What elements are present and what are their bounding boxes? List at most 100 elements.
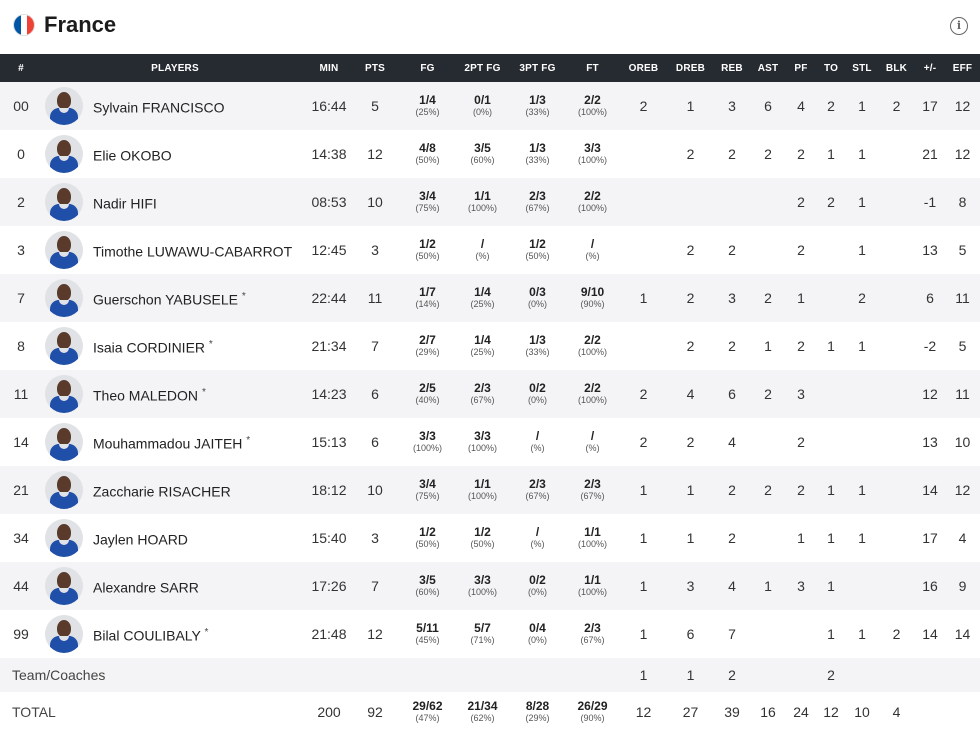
- player-cell[interactable]: Timothe LUWAWU-CABARROT: [42, 226, 308, 274]
- jersey-number: 2: [17, 194, 25, 210]
- column-header[interactable]: +/-: [923, 62, 937, 74]
- jersey-number: 7: [17, 290, 25, 306]
- player-name[interactable]: Jaylen HOARD: [93, 531, 188, 548]
- player-name-block[interactable]: Mouhammadou JAITEH *: [93, 432, 250, 453]
- column-header[interactable]: REB: [721, 62, 743, 74]
- column-header[interactable]: FT: [586, 62, 599, 74]
- player-row[interactable]: 99 Bilal COULIBALY * 21:48 12 5/11 (45%) 5/7 (7…: [0, 610, 980, 658]
- player-name[interactable]: Mouhammadou JAITEH: [93, 435, 243, 452]
- player-name-block[interactable]: Bilal COULIBALY *: [93, 624, 208, 645]
- column-header[interactable]: OREB: [628, 62, 659, 74]
- player-name[interactable]: Bilal COULIBALY: [93, 627, 201, 644]
- two-point-fg-percentage: (%): [475, 251, 490, 261]
- player-cell[interactable]: Isaia CORDINIER *: [42, 322, 308, 370]
- player-row[interactable]: 7 Guerschon YABUSELE * 22:44 11 1/7 (14%) 1/4(…: [0, 274, 980, 322]
- field-goals-percentage: (75%): [415, 491, 440, 501]
- player-name[interactable]: Sylvain FRANCISCO: [93, 99, 225, 116]
- player-cell[interactable]: Mouhammadou JAITEH *: [42, 418, 308, 466]
- player-cell[interactable]: Alexandre SARR: [42, 562, 308, 610]
- stat-to: 2: [827, 194, 835, 210]
- field-goals-percentage: (45%): [415, 635, 440, 645]
- player-name[interactable]: Theo MALEDON: [93, 387, 199, 404]
- three-point-fg-made-attempted: 2/3: [529, 477, 546, 491]
- minutes: 14:38: [311, 146, 347, 162]
- player-row[interactable]: 00 Sylvain FRANCISCO 16:44 5 1/4 (25%) 0/1 (0%…: [0, 82, 980, 130]
- column-header[interactable]: PF: [794, 62, 808, 74]
- column-header[interactable]: PLAYERS: [151, 62, 199, 74]
- player-name-block[interactable]: Guerschon YABUSELE *: [93, 288, 246, 309]
- column-header[interactable]: BLK: [885, 62, 908, 74]
- stat-ast: [750, 178, 786, 226]
- player-name-block[interactable]: Nadir HIFI: [93, 192, 157, 213]
- column-header[interactable]: MIN: [319, 62, 339, 74]
- player-cell[interactable]: Nadir HIFI: [42, 178, 308, 226]
- player-row[interactable]: 14 Mouhammadou JAITEH * 15:13 6 3/3 (100%) 3/3…: [0, 418, 980, 466]
- player-name-block[interactable]: Zaccharie RISACHER: [93, 480, 231, 501]
- three-point-fg-made-attempted: 1/2: [529, 237, 546, 251]
- player-name[interactable]: Nadir HIFI: [93, 195, 157, 212]
- player-cell[interactable]: Zaccharie RISACHER: [42, 466, 308, 514]
- player-name[interactable]: Guerschon YABUSELE: [93, 291, 239, 308]
- player-name-block[interactable]: Sylvain FRANCISCO: [93, 96, 224, 117]
- column-header[interactable]: PTS: [364, 62, 386, 74]
- player-row[interactable]: 34 Jaylen HOARD 15:40 3 1/2 (50%) 1/2 (50%) / (%…: [0, 514, 980, 562]
- stat-ast: [750, 514, 786, 562]
- stat-eff: 11: [955, 290, 970, 306]
- points: 12: [367, 146, 383, 162]
- free-throws-percentage: (90%): [580, 299, 605, 309]
- total-pf: 24: [793, 704, 809, 720]
- player-cell[interactable]: Jaylen HOARD: [42, 514, 308, 562]
- column-header[interactable]: #: [18, 62, 24, 74]
- player-name[interactable]: Isaia CORDINIER: [93, 339, 206, 356]
- starter-marker: *: [246, 434, 251, 446]
- stat-stl: 1: [858, 146, 866, 162]
- player-name[interactable]: Elie OKOBO: [93, 147, 172, 164]
- player-name-block[interactable]: Isaia CORDINIER *: [93, 336, 213, 357]
- player-cell[interactable]: Theo MALEDON *: [42, 370, 308, 418]
- column-header[interactable]: FG: [420, 62, 435, 74]
- column-header[interactable]: 2PT FG: [464, 62, 501, 74]
- player-name[interactable]: Alexandre SARR: [93, 579, 199, 596]
- three-point-fg: / (%): [510, 418, 565, 466]
- column-header[interactable]: AST: [757, 62, 779, 74]
- player-name-block[interactable]: Theo MALEDON *: [93, 384, 206, 405]
- column-header[interactable]: TO: [823, 62, 839, 74]
- player-row[interactable]: 11 Theo MALEDON * 14:23 6 2/5 (40%) 2/3 (67%) 0/…: [0, 370, 980, 418]
- player-name-block[interactable]: Timothe LUWAWU-CABARROT: [93, 240, 292, 261]
- total-dreb: 27: [682, 704, 699, 720]
- player-name-block[interactable]: Alexandre SARR: [93, 576, 199, 597]
- column-header[interactable]: STL: [852, 62, 872, 74]
- field-goals-made-attempted: 1/2: [419, 525, 436, 539]
- points: 12: [367, 626, 383, 642]
- stat-eff: 9: [958, 578, 967, 594]
- column-header[interactable]: 3PT FG: [519, 62, 556, 74]
- player-name-block[interactable]: Elie OKOBO: [93, 144, 172, 165]
- field-goals: 1/2 (50%): [400, 514, 455, 562]
- player-row[interactable]: 44 Alexandre SARR 17:26 7 3/5 (60%) 3/3 (100%)…: [0, 562, 980, 610]
- player-cell[interactable]: Bilal COULIBALY *: [42, 610, 308, 658]
- player-name[interactable]: Timothe LUWAWU-CABARROT: [93, 243, 293, 260]
- player-row[interactable]: 0 Elie OKOBO 14:38 12 4/8 (50%) 3/5 (60%) 1/3 (3…: [0, 130, 980, 178]
- player-row[interactable]: 3 Timothe LUWAWU-CABARROT 12:45 3 1/2 (50%) /…: [0, 226, 980, 274]
- player-row[interactable]: 8 Isaia CORDINIER * 21:34 7 2/7 (29%) 1/4 (25%)…: [0, 322, 980, 370]
- player-cell[interactable]: Guerschon YABUSELE *: [42, 274, 308, 322]
- free-throws-percentage: (100%): [577, 107, 607, 117]
- player-name-block[interactable]: Jaylen HOARD: [93, 528, 188, 549]
- jersey-number: 11: [13, 386, 29, 402]
- column-header[interactable]: EFF: [952, 62, 973, 74]
- player-cell[interactable]: Elie OKOBO: [42, 130, 308, 178]
- column-header[interactable]: DREB: [675, 62, 706, 74]
- info-icon[interactable]: i: [950, 17, 968, 35]
- flag-stripe-red: [27, 15, 34, 35]
- player-cell[interactable]: Sylvain FRANCISCO: [42, 82, 308, 130]
- player-row[interactable]: 2 Nadir HIFI 08:53 10 3/4 (75%) 1/1 (100%) 2/3(…: [0, 178, 980, 226]
- two-point-fg: / (%): [455, 226, 510, 274]
- free-throws-percentage: (100%): [577, 203, 607, 213]
- field-goals-made-attempted: 1/2: [419, 237, 436, 251]
- player-row[interactable]: 21 Zaccharie RISACHER 18:12 10 3/4 (75%) 1/1(…: [0, 466, 980, 514]
- stat-pm: 17: [922, 530, 938, 546]
- stat-stl: 1: [858, 626, 866, 642]
- minutes: 14:23: [311, 386, 347, 402]
- player-name[interactable]: Zaccharie RISACHER: [93, 483, 231, 500]
- stat-ast: 2: [764, 290, 772, 306]
